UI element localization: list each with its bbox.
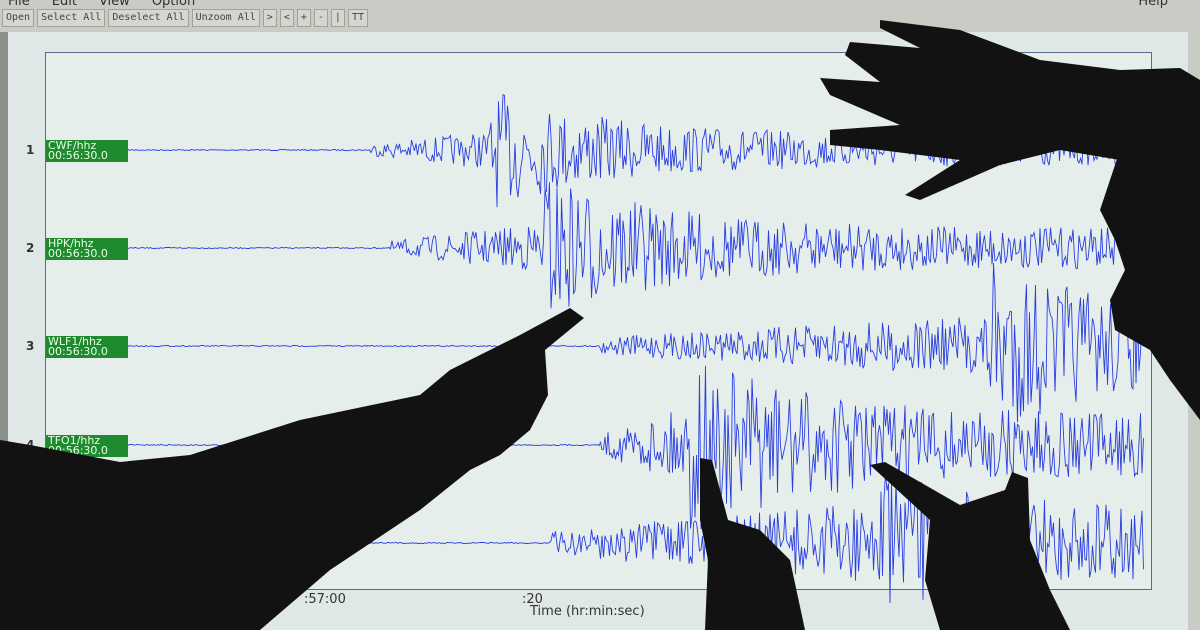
start-time: 00:56:30.0 xyxy=(48,149,108,162)
station-name: WLF1/hhz xyxy=(48,335,102,348)
head-silhouette xyxy=(1100,140,1200,420)
pointing-arm-silhouette xyxy=(0,308,584,630)
open-button[interactable]: Open xyxy=(2,9,35,27)
start-time: 00:56:30.0 xyxy=(48,444,108,457)
menu-view[interactable]: View xyxy=(98,0,130,9)
trace-label[interactable]: HPK/hhz 00:56:30.0 xyxy=(46,238,128,260)
trace-label[interactable]: CWF/hhz 00:56:30.0 xyxy=(46,140,128,162)
zoom-out-button[interactable]: - xyxy=(313,9,328,27)
station-name: TFO1/hhz xyxy=(48,434,101,447)
zoom-in-button[interactable]: + xyxy=(296,9,311,27)
menu-file[interactable]: File xyxy=(8,0,30,9)
marker-button[interactable]: | xyxy=(330,9,345,27)
seismic-trace xyxy=(127,182,1144,309)
menu-edit[interactable]: Edit xyxy=(51,0,77,9)
raised-hand-silhouette xyxy=(820,20,1200,200)
trace-number: 4 xyxy=(26,438,35,452)
start-time: 00:56:30.0 xyxy=(48,345,108,358)
seismic-trace xyxy=(127,263,1144,423)
previous-button[interactable]: < xyxy=(279,9,294,27)
deselect-all-button[interactable]: Deselect All xyxy=(108,9,189,27)
trace-number: 3 xyxy=(26,339,35,353)
station-name: CWF/hhz xyxy=(48,139,97,152)
next-button[interactable]: > xyxy=(262,9,277,27)
start-time: 00:56:30.0 xyxy=(48,247,108,260)
trace-label[interactable]: WLF1/hhz 00:56:30.0 xyxy=(46,336,128,358)
pointing-hand-right-silhouette xyxy=(870,462,1070,630)
station-name: HPK/hhz xyxy=(48,237,94,250)
trace-number: 1 xyxy=(26,143,35,157)
trace-number: 2 xyxy=(26,241,35,255)
trace-label[interactable]: TFO1/hhz 00:56:30.0 xyxy=(46,435,128,457)
x-tick: :57:00 xyxy=(304,592,346,607)
menu-option[interactable]: Option xyxy=(151,0,196,9)
unzoom-all-button[interactable]: Unzoom All xyxy=(191,9,260,27)
tt-button[interactable]: TT xyxy=(347,9,368,27)
x-axis-label: Time (hr:min:sec) xyxy=(530,604,645,619)
menu-bar: File Edit View Option Help xyxy=(0,0,1200,9)
menu-help[interactable]: Help xyxy=(1138,0,1168,9)
pointing-hand-left-silhouette xyxy=(700,458,805,630)
toolbar: Open Select All Deselect All Unzoom All … xyxy=(0,9,368,27)
select-all-button[interactable]: Select All xyxy=(37,9,106,27)
x-tick: :20 xyxy=(522,592,543,607)
